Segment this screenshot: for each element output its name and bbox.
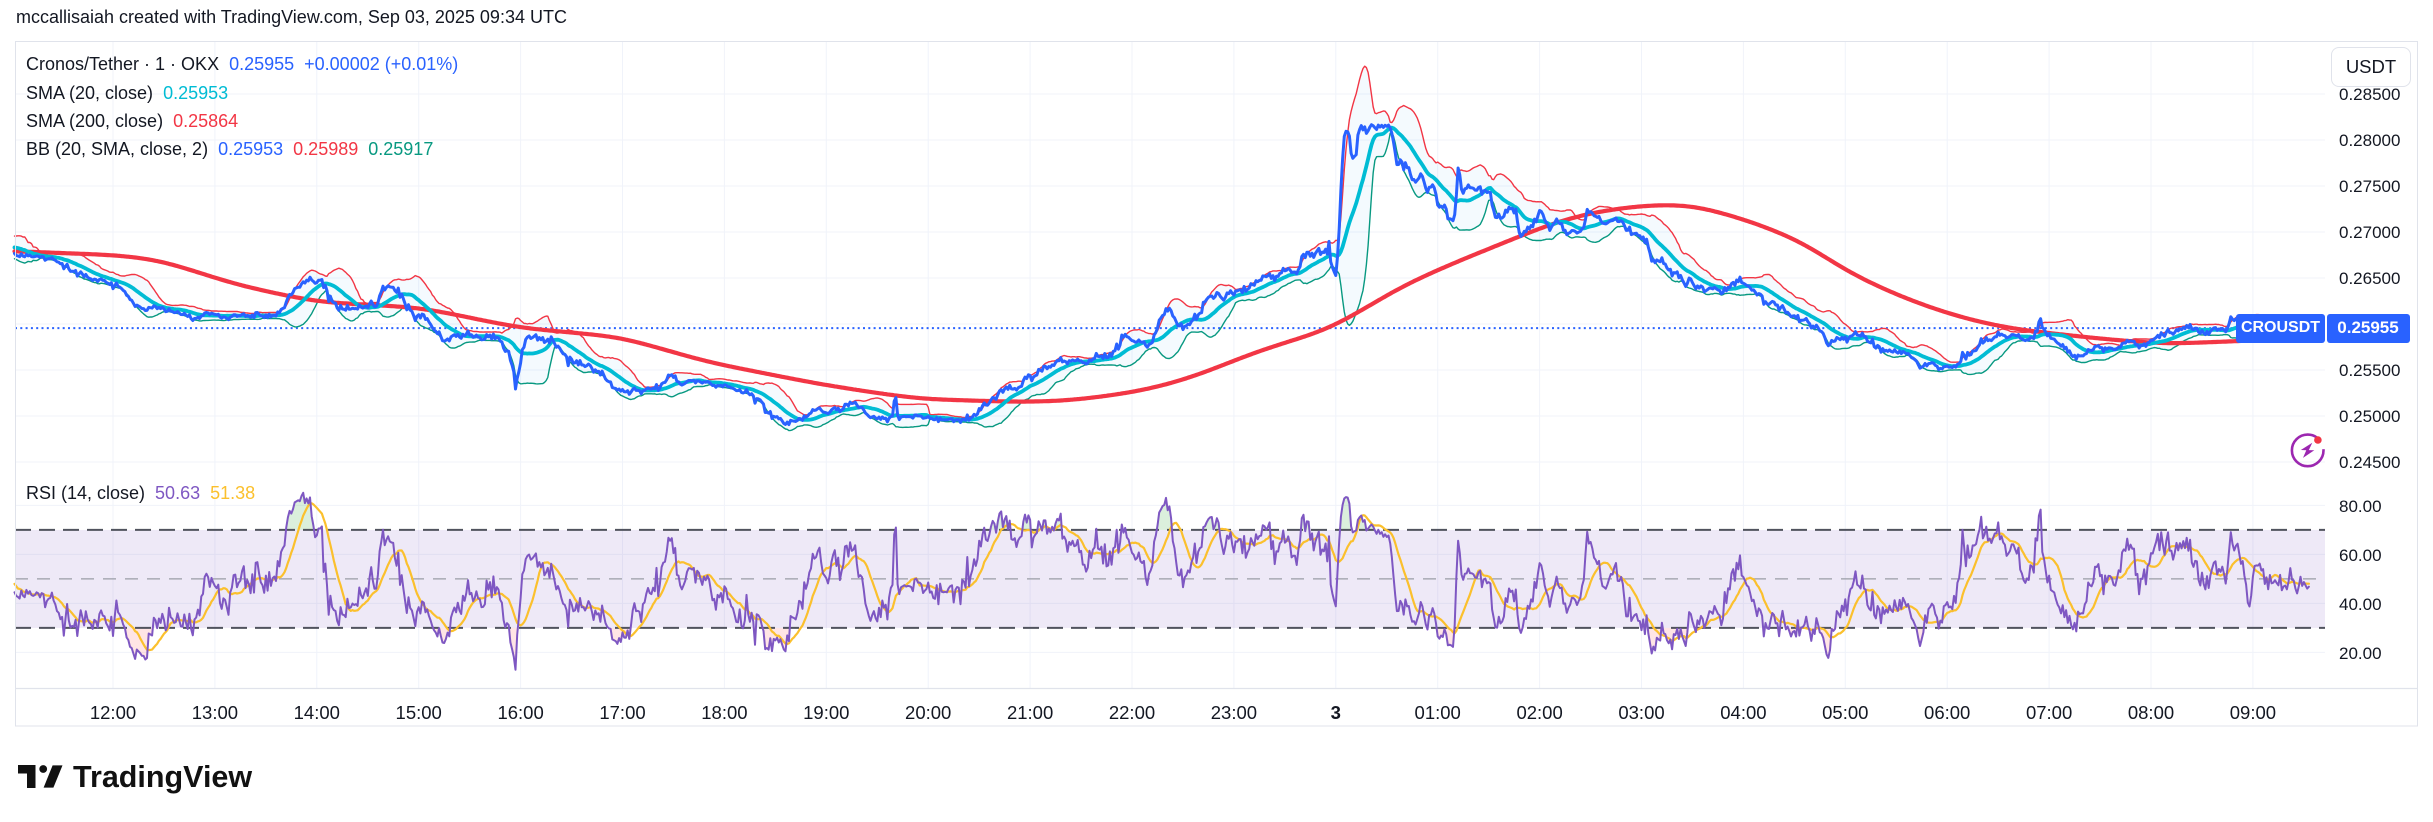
- svg-text:TradingView: TradingView: [73, 760, 252, 794]
